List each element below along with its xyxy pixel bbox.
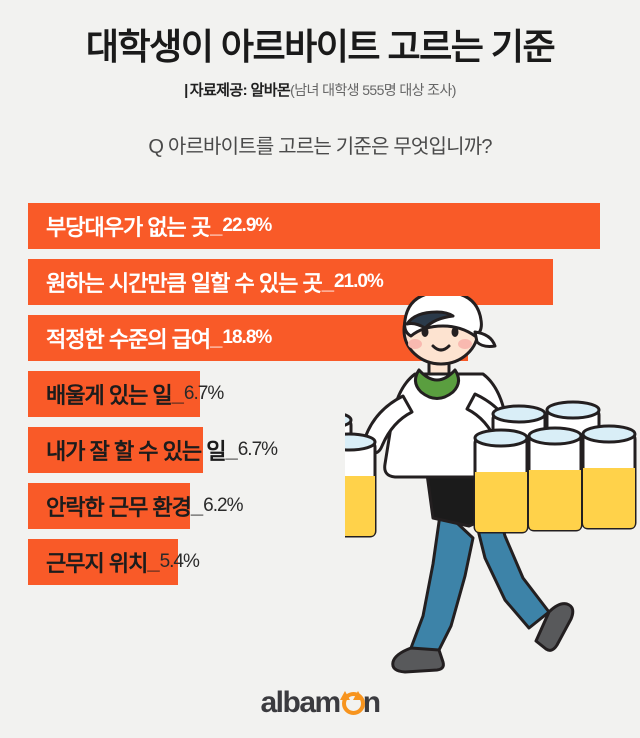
bar-label-group: 원하는 시간만큼 일할 수 있는 곳 _ 21.0% (46, 259, 384, 305)
page-title: 대학생이 아르바이트 고르는 기준 (85, 26, 556, 67)
bar-label-group: 부당대우가 없는 곳 _ 22.9% (46, 203, 272, 249)
bar-category-label: 원하는 시간만큼 일할 수 있는 곳 (46, 271, 323, 296)
survey-question: Q 아르바이트를 고르는 기준은 무엇입니까? (148, 136, 492, 159)
bar-fill (28, 483, 190, 529)
bar-separator: _ (210, 325, 222, 350)
bar-separator: _ (225, 437, 237, 462)
chart-bar-row: 부당대우가 없는 곳 _ 22.9% (0, 203, 640, 249)
bar-label-group: 적정한 수준의 급여 _ 18.8% (46, 315, 272, 361)
chart-bar-row: 안락한 근무 환경 _ 6.2% (0, 483, 640, 529)
chart-bar-row: 내가 잘 할 수 있는 일 _ 6.7% (0, 427, 640, 473)
source-label: 자료제공: 알바몬 (189, 82, 291, 100)
source-detail: (남녀 대학생 555명 대상 조사) (290, 82, 456, 99)
bar-value-label: 6.7% (183, 383, 224, 404)
bar-fill (28, 427, 203, 473)
source-line: | 자료제공: 알바몬(남녀 대학생 555명 대상 조사) (0, 79, 640, 100)
bar-label-group: 안락한 근무 환경 _ 6.2% (46, 483, 243, 529)
cat-face-icon (339, 691, 365, 715)
chart-bar-row: 적정한 수준의 급여 _ 18.8% (0, 315, 640, 361)
bar-fill (28, 315, 468, 361)
bar-value-label: 18.8% (222, 327, 272, 348)
bar-fill (28, 539, 178, 585)
albamon-logo: albam n (0, 686, 640, 720)
bar-fill (28, 371, 200, 417)
bar-separator: _ (210, 213, 222, 238)
bar-separator: _ (321, 269, 334, 294)
bar-value-label: 21.0% (333, 271, 384, 292)
bar-value-label: 5.4% (159, 551, 200, 572)
bar-category-label: 내가 잘 할 수 있는 일 (46, 439, 226, 464)
bar-fill (28, 203, 600, 249)
bar-label-group: 내가 잘 할 수 있는 일 _ 6.7% (46, 427, 278, 473)
chart-bar-row: 배울게 있는 일 _ 6.7% (0, 371, 640, 417)
bar-value-label: 22.9% (222, 215, 272, 236)
bar-label-group: 배울게 있는 일 _ 6.7% (46, 371, 224, 417)
bar-category-label: 근무지 위치 (46, 551, 148, 576)
bar-value-label: 6.2% (203, 495, 243, 516)
bar-category-label: 배울게 있는 일 (46, 383, 173, 408)
bar-separator: _ (147, 549, 159, 574)
bar-separator: _ (190, 493, 203, 518)
source-bar-mark: | (184, 82, 188, 100)
logo-text-part2: n (362, 686, 381, 719)
bar-separator: _ (171, 381, 184, 406)
bar-category-label: 적정한 수준의 급여 (46, 327, 211, 352)
logo-text-part1: albam (260, 686, 341, 719)
chart-bar-row: 원하는 시간만큼 일할 수 있는 곳 _ 21.0% (0, 259, 640, 305)
chart-bar-row: 근무지 위치 _ 5.4% (0, 539, 640, 585)
bar-chart: 부당대우가 없는 곳 _ 22.9% 원하는 시간만큼 일할 수 있는 곳 _ 21.0… (0, 203, 640, 595)
bar-label-group: 근무지 위치 _ 5.4% (46, 539, 200, 585)
header: 대학생이 아르바이트 고르는 기준 | 자료제공: 알바몬(남녀 대학생 555명… (0, 0, 640, 159)
bar-value-label: 6.7% (237, 439, 278, 460)
bar-category-label: 부당대우가 없는 곳 (46, 215, 211, 240)
bar-category-label: 안락한 근무 환경 (46, 495, 192, 520)
